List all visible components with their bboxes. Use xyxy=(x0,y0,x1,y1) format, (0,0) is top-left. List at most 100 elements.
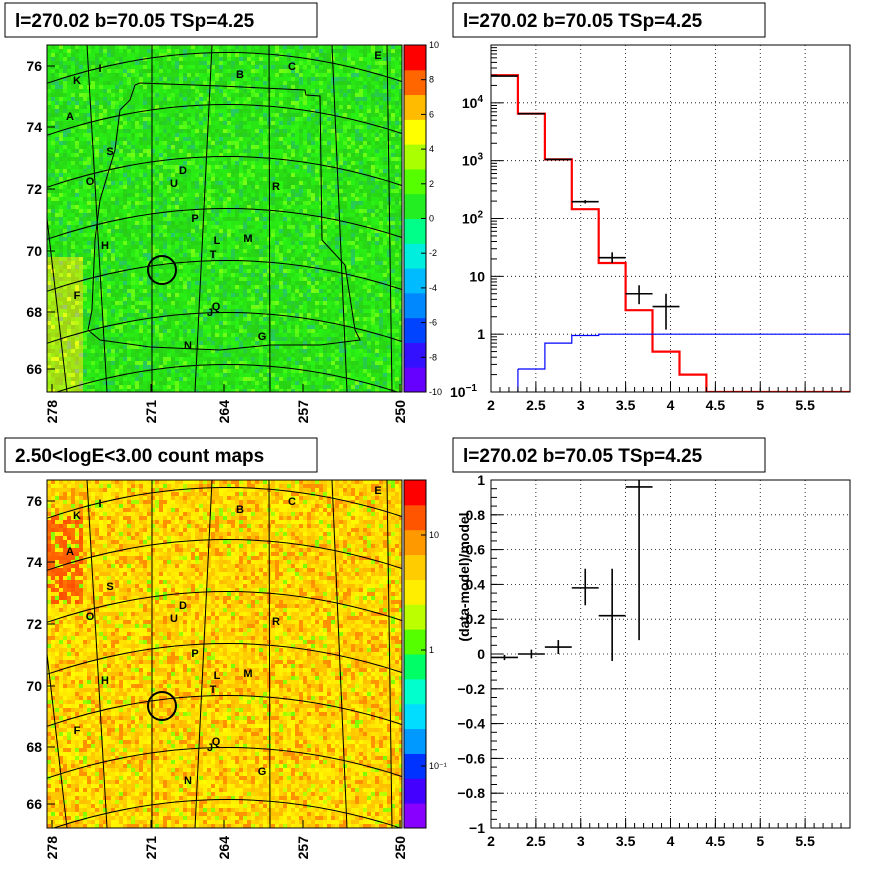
tl-heat-cell xyxy=(175,73,179,77)
tl-heat-cell xyxy=(47,141,51,145)
tl-heat-cell xyxy=(103,249,107,253)
tl-heat-cell xyxy=(171,221,175,225)
tl-heat-cell xyxy=(123,189,127,193)
tl-heat-cell xyxy=(75,201,79,205)
tl-heat-cell xyxy=(283,257,287,261)
tl-heat-cell xyxy=(119,133,123,137)
tl-heat-cell xyxy=(311,113,315,117)
tl-heat-cell xyxy=(111,93,115,97)
tl-heat-cell xyxy=(199,125,203,129)
tl-heat-cell xyxy=(215,141,219,145)
tl-heat-cell xyxy=(223,229,227,233)
tl-heat-cell xyxy=(63,173,67,177)
tl-heat-cell xyxy=(139,157,143,161)
tl-heat-cell xyxy=(271,153,275,157)
tl-heat-cell xyxy=(387,89,391,93)
tl-heat-cell xyxy=(283,137,287,141)
tl-heat-cell xyxy=(111,137,115,141)
tl-heat-cell xyxy=(155,221,159,225)
tl-heat-cell xyxy=(47,257,51,261)
tl-heat-cell xyxy=(123,101,127,105)
tl-heat-cell xyxy=(263,245,267,249)
tl-heat-cell xyxy=(355,109,359,113)
tl-heat-cell xyxy=(259,177,263,181)
tl-heat-cell xyxy=(363,233,367,237)
tl-heat-cell xyxy=(223,257,227,261)
tl-heat-cell xyxy=(311,105,315,109)
tl-heat-cell xyxy=(399,205,402,209)
tl-heat-cell xyxy=(59,105,63,109)
tl-heat-cell xyxy=(351,233,355,237)
tl-heat-cell xyxy=(99,249,103,253)
tl-heat-cell xyxy=(227,241,231,245)
tl-heat-cell xyxy=(87,129,91,133)
tl-heat-cell xyxy=(135,129,139,133)
tl-heat-cell xyxy=(363,113,367,117)
tl-heat-cell xyxy=(163,69,167,73)
tl-heat-cell xyxy=(351,73,355,77)
tl-heat-cell xyxy=(307,81,311,85)
tl-heat-cell xyxy=(351,265,355,269)
tl-heat-cell xyxy=(71,65,75,69)
tl-heat-cell xyxy=(131,169,135,173)
tl-heat-cell xyxy=(47,165,51,169)
tl-heat-cell xyxy=(123,97,127,101)
tl-heat-cell xyxy=(287,229,291,233)
tl-heat-cell xyxy=(227,213,231,217)
tl-heat-cell xyxy=(275,141,279,145)
tl-heat-cell xyxy=(363,213,367,217)
tl-heat-cell xyxy=(395,233,399,237)
tl-heat-cell xyxy=(307,89,311,93)
tl-heat-cell xyxy=(359,137,363,141)
tl-heat-cell xyxy=(79,253,83,257)
tl-heat-cell xyxy=(299,249,303,253)
tl-heat-cell xyxy=(343,221,347,225)
tl-heat-cell xyxy=(179,85,183,89)
tl-heat-cell xyxy=(151,237,155,241)
tl-heat-cell xyxy=(287,197,291,201)
tl-heat-cell xyxy=(83,205,87,209)
tl-heat-cell xyxy=(63,165,67,169)
tl-heat-cell xyxy=(159,113,163,117)
tl-heat-cell xyxy=(343,253,347,257)
tl-heat-cell xyxy=(59,61,63,65)
tl-heat-cell xyxy=(179,181,183,185)
tl-heat-cell xyxy=(207,209,211,213)
tl-heat-cell xyxy=(187,53,191,57)
tl-heat-cell xyxy=(315,173,319,177)
tl-heat-cell xyxy=(279,185,283,189)
tl-heat-cell xyxy=(191,81,195,85)
tl-heat-cell xyxy=(155,229,159,233)
tl-heat-cell xyxy=(399,225,402,229)
tl-heat-cell xyxy=(171,213,175,217)
tl-heat-cell xyxy=(243,141,247,145)
tl-heat-cell xyxy=(111,65,115,69)
tl-heat-cell xyxy=(79,193,83,197)
tl-heat-cell xyxy=(95,237,99,241)
tl-heat-cell xyxy=(95,57,99,61)
tl-heat-cell xyxy=(111,241,115,245)
tl-heat-cell xyxy=(119,109,123,113)
tl-heat-cell xyxy=(187,169,191,173)
tl-heat-cell xyxy=(215,261,219,265)
tl-heat-cell xyxy=(211,117,215,121)
tl-heat-cell xyxy=(183,221,187,225)
tl-heat-cell xyxy=(63,105,67,109)
tl-heat-cell xyxy=(379,225,383,229)
tl-heat-cell xyxy=(83,81,87,85)
tl-heat-cell xyxy=(151,189,155,193)
tl-heat-cell xyxy=(311,209,315,213)
tl-heat-cell xyxy=(259,181,263,185)
tl-heatmap xyxy=(47,45,402,392)
tl-heat-cell xyxy=(167,245,171,249)
tl-heat-cell xyxy=(323,85,327,89)
tl-heat-cell xyxy=(327,233,331,237)
tl-heat-cell xyxy=(363,217,367,221)
tl-heat-cell xyxy=(83,265,87,269)
tl-heat-cell xyxy=(131,81,135,85)
tl-heat-cell xyxy=(215,205,219,209)
tl-heat-cell xyxy=(271,201,275,205)
tl-heat-cell xyxy=(307,101,311,105)
tl-heat-cell xyxy=(227,197,231,201)
tl-heat-cell xyxy=(163,233,167,237)
